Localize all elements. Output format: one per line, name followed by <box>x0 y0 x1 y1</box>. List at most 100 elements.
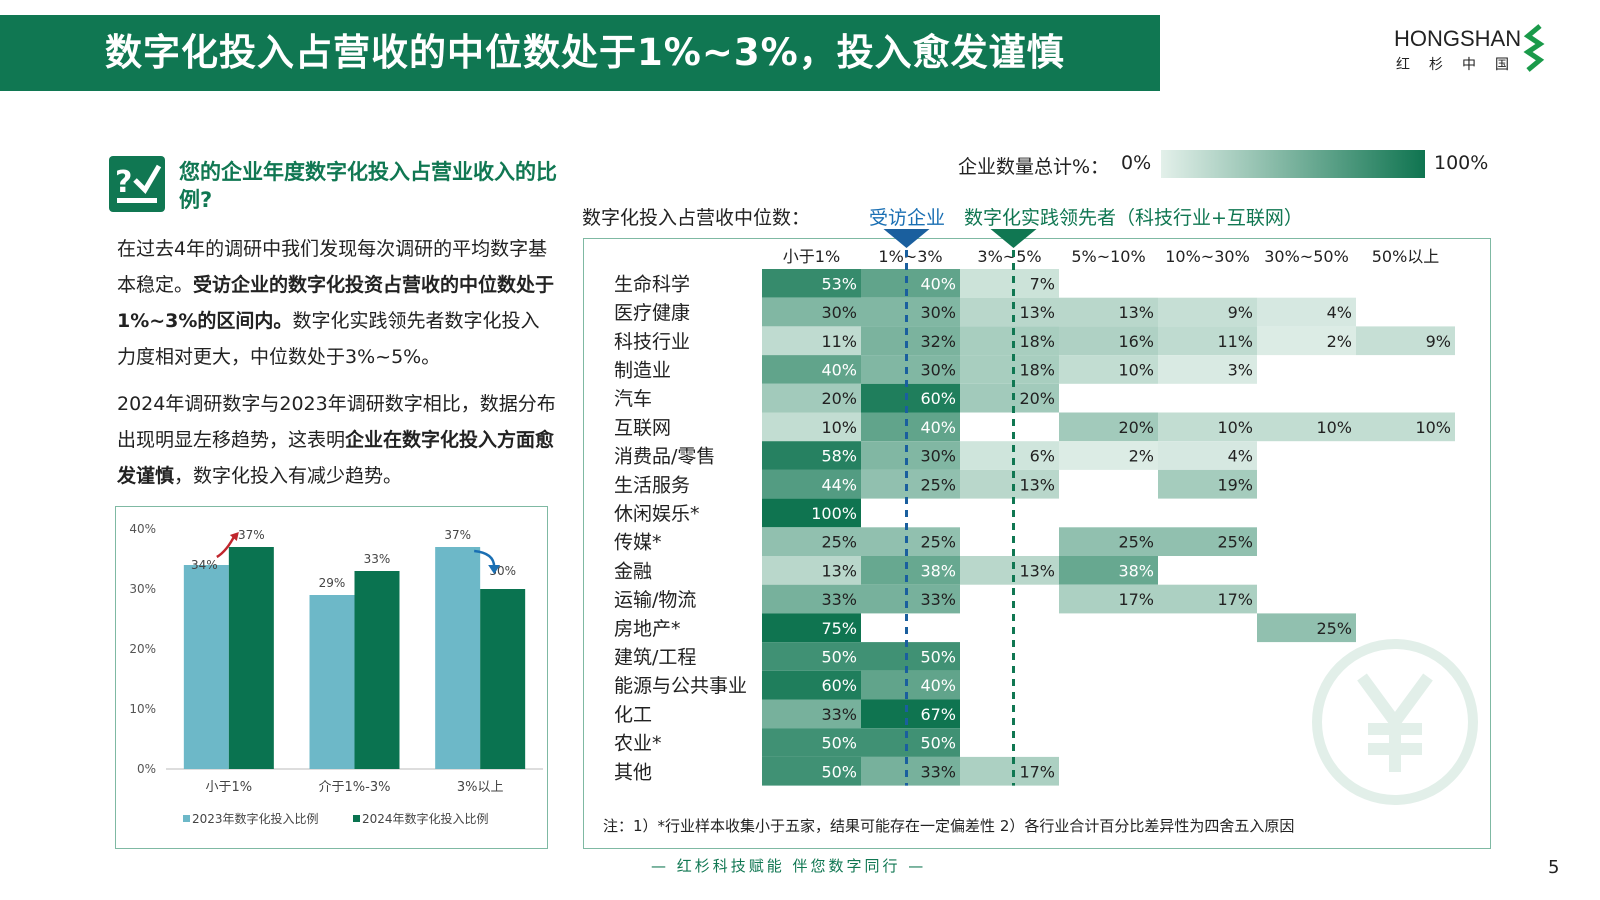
heat-cell-value: 38% <box>1118 561 1154 580</box>
page-title: 数字化投入占营收的中位数处于1%~3%，投入愈发谨慎 <box>105 31 1065 74</box>
heat-cell-value: 13% <box>821 561 857 580</box>
para1-segment: 在过去4年的调研中我们发现每次调研的平均数字基本稳定。 <box>117 238 548 296</box>
heat-cell <box>762 269 861 298</box>
y-tick-label: 30% <box>129 582 156 596</box>
heat-cell <box>762 642 861 671</box>
heat-cell-value: 20% <box>821 389 857 408</box>
heat-cell <box>861 297 960 327</box>
row-label: 制造业 <box>614 359 671 381</box>
median-surveyed-label: 受访企业 <box>869 207 946 229</box>
heat-cell-value: 17% <box>1019 762 1055 781</box>
heat-cell-value: 33% <box>920 762 956 781</box>
heat-cell-value: 20% <box>1019 389 1055 408</box>
heat-cell <box>960 355 1059 384</box>
heat-cell <box>861 269 960 298</box>
heat-cell-value: 50% <box>821 762 857 781</box>
heat-cell <box>1257 613 1356 643</box>
column-header: 50%以上 <box>1372 247 1440 266</box>
row-label: 生活服务 <box>614 474 690 496</box>
heat-cell-value: 50% <box>821 647 857 666</box>
legend-label: 2024年数字化投入比例 <box>362 811 489 826</box>
heat-cell <box>861 670 960 700</box>
row-label: 运输/物流 <box>614 589 696 611</box>
bar-chart-frame <box>115 506 548 849</box>
row-label: 农业* <box>614 733 662 755</box>
row-label: 其他 <box>614 761 652 783</box>
heat-cell-value: 30% <box>920 360 956 379</box>
heat-cell <box>1059 556 1158 585</box>
heat-cell <box>1158 412 1257 442</box>
heat-cell-value: 58% <box>821 447 857 466</box>
heat-cell <box>861 699 960 729</box>
heat-cell-value: 20% <box>1118 418 1154 437</box>
heat-cell-value: 13% <box>1019 475 1055 494</box>
heat-legend-max: 100% <box>1434 152 1489 174</box>
column-header: 3%~5% <box>977 247 1041 266</box>
y-tick-label: 10% <box>129 702 156 716</box>
row-label: 化工 <box>614 704 652 726</box>
heat-cell-value: 30% <box>821 303 857 322</box>
heat-cell <box>1059 355 1158 384</box>
row-label: 医疗健康 <box>614 302 690 324</box>
heat-cell-value: 6% <box>1030 447 1055 466</box>
heat-cell <box>1158 297 1257 327</box>
paragraph-1: 在过去4年的调研中我们发现每次调研的平均数字基本稳定。受访企业的数字化投资占营收… <box>117 231 557 375</box>
heat-cell-value: 25% <box>1316 619 1352 638</box>
median-marker-surveyed-icon <box>883 229 930 248</box>
heat-cell-value: 25% <box>1118 533 1154 552</box>
bar-1-0 <box>228 547 274 769</box>
heat-cell-value: 75% <box>821 619 857 638</box>
heat-cell <box>861 412 960 442</box>
heat-cell-value: 2% <box>1129 447 1154 466</box>
bar-value-label: 34% <box>191 558 218 572</box>
heat-cell <box>762 584 861 614</box>
heat-cell <box>960 556 1059 585</box>
y-tick-label: 0% <box>137 762 156 776</box>
x-tick-label: 小于1% <box>206 780 253 795</box>
footer-slogan: — 红杉科技赋能 伴您数字同行 — <box>651 857 927 875</box>
heat-cell-value: 13% <box>1019 303 1055 322</box>
heat-cell <box>1257 412 1356 442</box>
heat-cell-value: 19% <box>1217 475 1253 494</box>
heat-cell-value: 40% <box>920 418 956 437</box>
heat-cell-value: 10% <box>1118 360 1154 379</box>
heat-cell-value: 30% <box>920 303 956 322</box>
row-label: 互联网 <box>614 417 671 439</box>
heat-cell-value: 10% <box>1316 418 1352 437</box>
heat-cell <box>762 728 861 757</box>
svg-text:?: ? <box>115 165 132 200</box>
column-header: 30%~50% <box>1264 247 1349 266</box>
heat-cell-value: 13% <box>1019 561 1055 580</box>
heat-cell-value: 18% <box>1019 332 1055 351</box>
heat-cell-value: 3% <box>1228 360 1253 379</box>
legend-swatch <box>183 815 190 822</box>
heat-cell <box>1158 326 1257 356</box>
heat-cell <box>861 642 960 671</box>
bar-value-label: 37% <box>444 528 471 542</box>
heat-cell <box>960 297 1059 327</box>
column-header: 1%~3% <box>878 247 942 266</box>
page-number: 5 <box>1548 857 1560 878</box>
heatmap-frame <box>583 238 1491 849</box>
yen-icon <box>1312 639 1478 805</box>
heat-cell-value: 32% <box>920 332 956 351</box>
heat-cell <box>960 469 1059 499</box>
logo-mark-icon <box>1523 24 1545 72</box>
heat-cell-value: 10% <box>1217 418 1253 437</box>
heat-cell-value: 50% <box>821 734 857 753</box>
heat-cell <box>960 756 1059 786</box>
heat-cell <box>1257 297 1356 327</box>
heat-cell <box>861 728 960 757</box>
heat-cell-value: 33% <box>821 705 857 724</box>
para2-segment: 2024年调研数字与2023年调研数字相比，数据分布出现明显左移趋势，这表明 <box>117 393 556 451</box>
heat-cell-value: 50% <box>920 647 956 666</box>
row-label: 房地产* <box>614 618 681 640</box>
heat-cell <box>762 412 861 442</box>
heat-cell <box>1059 441 1158 470</box>
heat-cell <box>960 441 1059 470</box>
arrow-up-head-icon <box>229 532 239 541</box>
x-tick-label: 3%以上 <box>457 780 504 795</box>
heat-cell <box>762 355 861 384</box>
heat-cell <box>762 326 861 356</box>
y-tick-label: 40% <box>129 522 156 536</box>
